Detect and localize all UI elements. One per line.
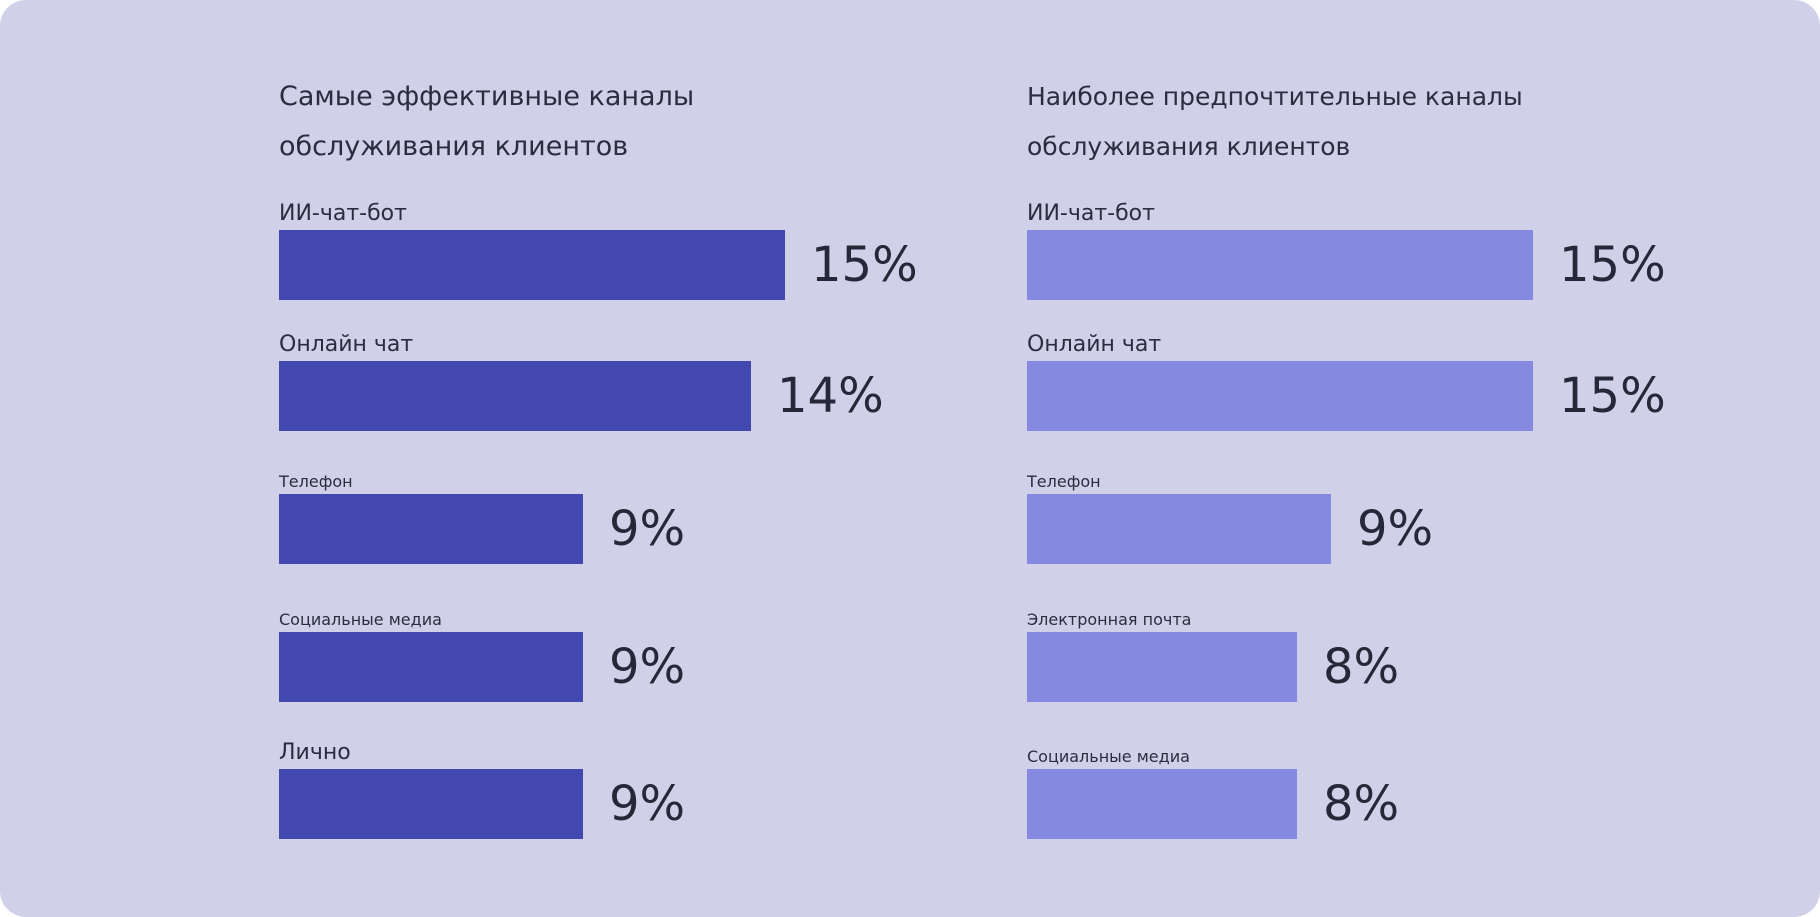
value-label: 8% bbox=[1323, 776, 1400, 832]
value-label: 15% bbox=[1559, 237, 1666, 293]
bar bbox=[279, 632, 583, 702]
value-label: 15% bbox=[1559, 368, 1666, 424]
bar-row: Онлайн чат 14% bbox=[279, 331, 999, 431]
category-label: Лично bbox=[279, 740, 351, 765]
category-label: Онлайн чат bbox=[1027, 332, 1162, 357]
bar-row: Онлайн чат 15% bbox=[1027, 331, 1747, 431]
bar-row: Телефон 9% bbox=[279, 464, 999, 564]
bar bbox=[279, 494, 583, 564]
bar bbox=[279, 230, 785, 300]
bar bbox=[1027, 361, 1533, 431]
bar-row: Социальные медиа 9% bbox=[279, 602, 999, 702]
category-label: ИИ-чат-бот bbox=[1027, 201, 1155, 226]
category-label: Социальные медиа bbox=[1027, 747, 1190, 766]
bar bbox=[279, 769, 583, 839]
bar-row: Телефон 9% bbox=[1027, 464, 1747, 564]
value-label: 9% bbox=[609, 639, 686, 695]
bar-row: Лично 9% bbox=[279, 739, 999, 839]
bar-row: ИИ-чат-бот 15% bbox=[279, 200, 999, 300]
value-label: 9% bbox=[609, 501, 686, 557]
value-label: 14% bbox=[777, 368, 884, 424]
category-label: Социальные медиа bbox=[279, 610, 442, 629]
value-label: 15% bbox=[811, 237, 918, 293]
bar-row: Электронная почта 8% bbox=[1027, 602, 1747, 702]
bar bbox=[1027, 632, 1297, 702]
category-label: ИИ-чат-бот bbox=[279, 201, 407, 226]
category-label: Телефон bbox=[279, 472, 353, 491]
bar-row: ИИ-чат-бот 15% bbox=[1027, 200, 1747, 300]
value-label: 9% bbox=[1357, 501, 1434, 557]
value-label: 9% bbox=[609, 776, 686, 832]
bar bbox=[1027, 494, 1331, 564]
value-label: 8% bbox=[1323, 639, 1400, 695]
bar bbox=[1027, 769, 1297, 839]
category-label: Онлайн чат bbox=[279, 332, 414, 357]
category-label: Телефон bbox=[1027, 472, 1101, 491]
category-label: Электронная почта bbox=[1027, 610, 1192, 629]
bar bbox=[279, 361, 751, 431]
bar-row: Социальные медиа 8% bbox=[1027, 739, 1747, 839]
chart-title: Наиболее предпочтительные каналы обслужи… bbox=[1027, 82, 1523, 161]
chart-title: Самые эффективные каналы обслуживания кл… bbox=[279, 81, 695, 162]
bar bbox=[1027, 230, 1533, 300]
